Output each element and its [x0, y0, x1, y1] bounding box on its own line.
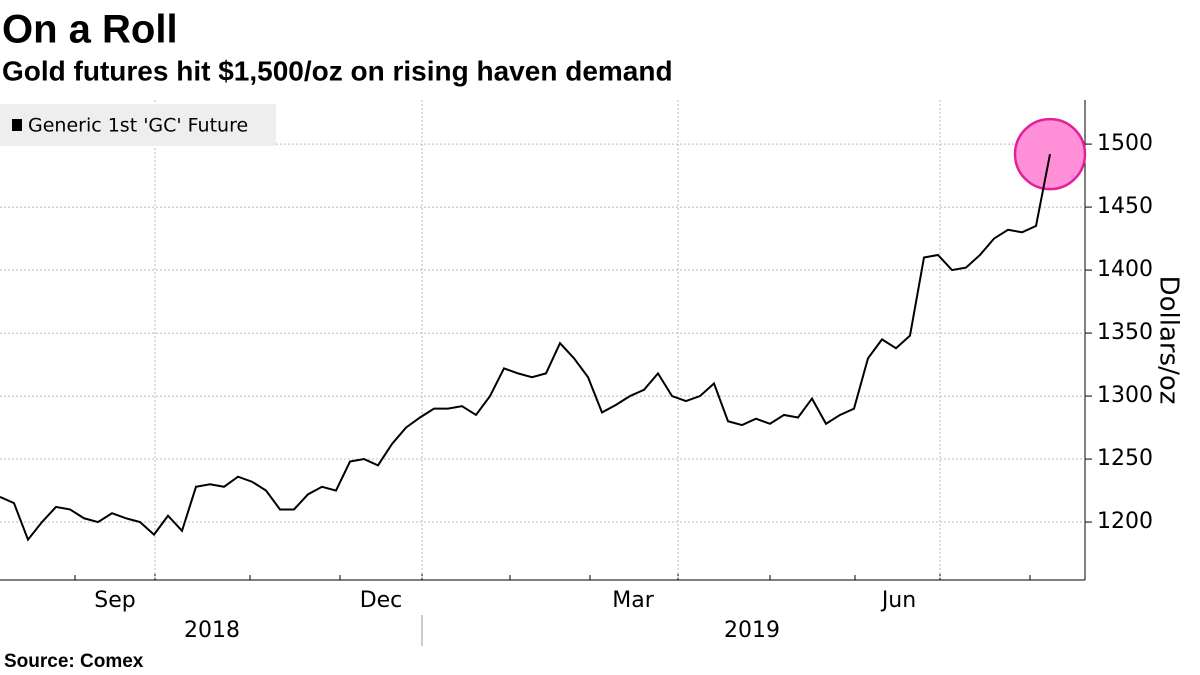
x-tick-label: Dec: [360, 588, 403, 613]
y-axis-label: Dollars/oz: [1154, 276, 1184, 405]
y-tick-label: 1200: [1097, 509, 1153, 534]
y-tick-label: 1400: [1097, 257, 1153, 282]
y-tick-label: 1350: [1097, 320, 1153, 345]
legend-swatch: [12, 119, 22, 131]
legend-box: [0, 104, 276, 146]
year-label: 2019: [724, 618, 780, 643]
legend-label: Generic 1st 'GC' Future: [28, 115, 248, 137]
y-tick-label: 1500: [1097, 131, 1153, 156]
chart-subtitle: Gold futures hit $1,500/oz on rising hav…: [2, 55, 673, 86]
source: Source: Comex: [4, 651, 144, 672]
line: [0, 153, 1051, 542]
vertical-grid: [154, 100, 941, 580]
year-label: 2018: [184, 618, 240, 643]
x-tick-label: Sep: [94, 588, 135, 613]
month-ticks: [74, 572, 1031, 580]
chart-title: On a Roll: [2, 8, 178, 52]
y-tick-label: 1250: [1097, 446, 1153, 471]
y-tick-label: 1450: [1097, 194, 1153, 219]
y-tick-label: 1300: [1097, 383, 1153, 408]
x-tick-label: Jun: [880, 588, 916, 613]
x-tick-label: Mar: [612, 588, 654, 613]
